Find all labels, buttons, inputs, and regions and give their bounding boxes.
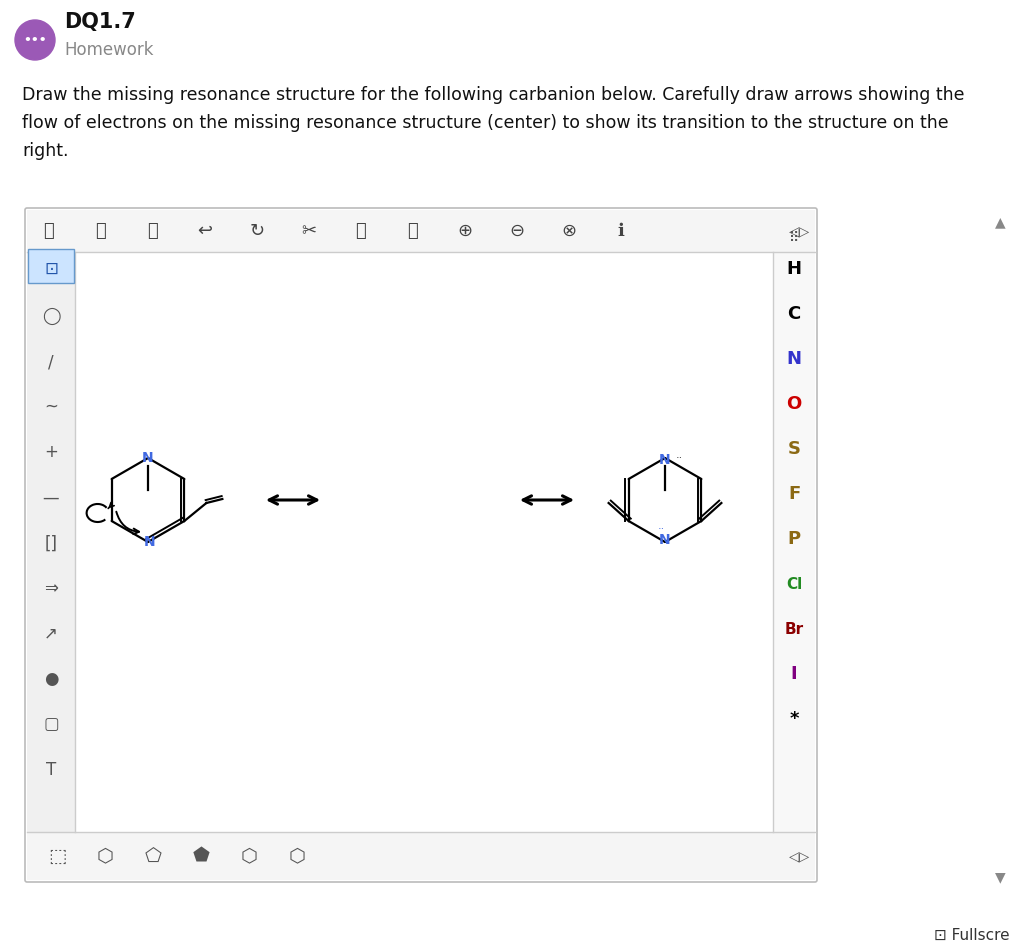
Text: ⬚: ⬚: [48, 847, 67, 866]
Text: N: N: [142, 451, 154, 465]
Text: T: T: [46, 761, 56, 779]
Text: ··: ··: [676, 453, 683, 463]
Text: ⊖: ⊖: [509, 222, 524, 240]
Text: •••: •••: [24, 33, 47, 46]
Text: C: C: [787, 305, 801, 323]
Text: ◁▷: ◁▷: [790, 849, 811, 863]
Text: ⬠: ⬠: [144, 847, 162, 866]
Text: N: N: [659, 533, 671, 547]
Bar: [27, 210, 815, 252]
Text: F: F: [787, 485, 800, 503]
Text: ↩: ↩: [198, 222, 213, 240]
Text: ▲: ▲: [994, 215, 1006, 229]
Text: /: /: [48, 353, 54, 371]
Text: ℹ: ℹ: [617, 222, 625, 240]
Text: ●: ●: [44, 670, 58, 688]
Bar: [27, 252, 75, 832]
Text: ⊡: ⊡: [44, 260, 58, 278]
Text: ◁▷: ◁▷: [790, 224, 811, 238]
Text: P: P: [787, 530, 801, 548]
Text: right.: right.: [22, 142, 69, 160]
Text: ⠿: ⠿: [788, 231, 799, 245]
Text: 💾: 💾: [147, 222, 159, 240]
Text: ··: ··: [657, 524, 665, 534]
Text: —: —: [43, 489, 59, 507]
Text: I: I: [791, 665, 798, 683]
Text: flow of electrons on the missing resonance structure (center) to show its transi: flow of electrons on the missing resonan…: [22, 114, 948, 132]
Text: O: O: [786, 395, 802, 413]
Text: ⬡: ⬡: [96, 847, 114, 866]
Text: 🗋: 🗋: [44, 222, 54, 240]
Text: ▼: ▼: [994, 870, 1006, 884]
Text: Cl: Cl: [785, 577, 802, 592]
Text: Homework: Homework: [63, 41, 154, 59]
Text: +: +: [44, 443, 58, 461]
Text: ⊡ Fullscre: ⊡ Fullscre: [934, 927, 1010, 942]
Text: ~: ~: [44, 398, 58, 416]
FancyBboxPatch shape: [25, 208, 817, 882]
Text: N: N: [144, 535, 156, 549]
Text: ⬟: ⬟: [193, 847, 210, 866]
Text: 🗋: 🗋: [408, 222, 419, 240]
Text: ⊗: ⊗: [561, 222, 577, 240]
Text: ⇒: ⇒: [44, 579, 58, 597]
Text: Br: Br: [784, 621, 804, 636]
Text: ✂: ✂: [301, 222, 316, 240]
Bar: [773, 252, 815, 832]
Text: ◯: ◯: [42, 307, 60, 325]
Text: *: *: [790, 710, 799, 728]
Text: ▢: ▢: [43, 715, 58, 733]
Text: Draw the missing resonance structure for the following carbanion below. Carefull: Draw the missing resonance structure for…: [22, 86, 965, 104]
Text: N: N: [659, 453, 671, 467]
Text: []: []: [44, 535, 57, 553]
Bar: [28, 249, 74, 283]
Text: 🗋: 🗋: [355, 222, 367, 240]
Bar: [27, 832, 815, 880]
Text: S: S: [787, 440, 801, 458]
Text: ↗: ↗: [44, 624, 58, 642]
Text: N: N: [786, 350, 802, 368]
Circle shape: [15, 20, 55, 60]
Text: ⬡: ⬡: [241, 847, 257, 866]
Text: ↻: ↻: [250, 222, 264, 240]
Text: ⊕: ⊕: [458, 222, 472, 240]
Text: H: H: [786, 260, 802, 278]
Text: ⬡: ⬡: [289, 847, 305, 866]
Text: 🗁: 🗁: [95, 222, 106, 240]
Text: DQ1.7: DQ1.7: [63, 12, 136, 32]
